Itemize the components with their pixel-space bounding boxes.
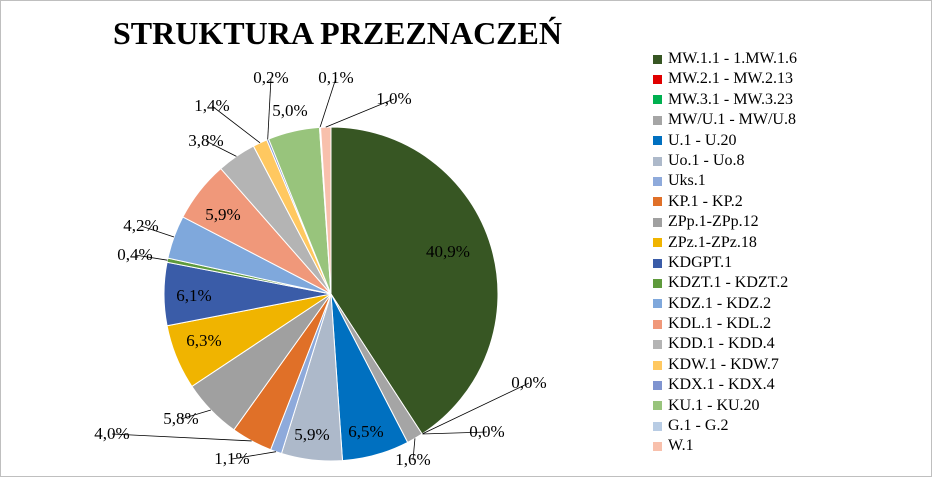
legend-item-uo-1-uo-8: Uo.1 - Uo.8 [653,151,923,171]
legend-swatch [653,177,662,187]
legend-item-kdx-1-kdx-4: KDX.1 - KDX.4 [653,375,923,395]
legend-label: KDGPT.1 [668,253,733,271]
chart-title: STRUKTURA PRZEZNACZEŃ [113,15,562,51]
legend-item-mw-2-1-mw-2-13: MW.2.1 - MW.2.13 [653,69,923,89]
legend-swatch [653,217,662,227]
legend-item-u-1-u-20: U.1 - U.20 [653,131,923,151]
legend-swatch [653,421,662,431]
legend-label: MW.1.1 - 1.MW.1.6 [668,50,798,67]
legend-item-ku-1-ku-20: KU.1 - KU.20 [653,396,923,416]
legend-swatch [653,319,662,329]
legend-label: MW.3.1 - MW.3.23 [668,90,794,108]
data-label-kdz-1-kdz-2: 4,2% [123,216,158,235]
leader-line-mw-u-1-mw-u-8 [412,438,416,461]
legend-item-kdd-1-kdd-4: KDD.1 - KDD.4 [653,334,923,354]
legend-item-kdgpt-1: KDGPT.1 [653,253,923,273]
legend-swatch [653,278,662,288]
legend-label: MW.2.1 - MW.2.13 [668,70,794,88]
data-label-g-1-g-2: 0,1% [318,68,353,87]
data-label-kdl-1-kdl-2: 5,9% [205,205,240,224]
legend-swatch [653,54,662,64]
legend-label: ZPp.1-ZPp.12 [668,213,759,231]
legend-item-kdl-1-kdl-2: KDL.1 - KDL.2 [653,314,923,334]
leader-line-kdx-1-kdx-4 [267,77,272,140]
legend-item-w-1: W.1 [653,436,923,456]
legend-swatch [653,156,662,166]
legend-swatch [653,401,662,411]
legend-swatch [653,258,662,268]
legend-swatch [653,340,662,350]
leader-line-zpp-1-zpp-12 [180,409,212,420]
legend-swatch [653,75,662,85]
legend-label: Uo.1 - Uo.8 [668,151,745,169]
data-label-kdzt-1-kdzt-2: 0,4% [117,245,152,264]
data-label-kdgpt-1: 6,1% [176,286,211,305]
legend-item-mw-3-1-mw-3-23: MW.3.1 - MW.3.23 [653,90,923,110]
leader-line-kp-1-kp-2 [111,433,252,442]
data-label-uo-1-uo-8: 5,9% [294,425,329,444]
legend-label: KP.1 - KP.2 [668,192,743,210]
leader-line-kdw-1-kdw-7 [211,105,261,144]
legend-item-zpz-1-zpz-18: ZPz.1-ZPz.18 [653,233,923,253]
legend-label: MW/U.1 - MW/U.8 [668,111,796,129]
legend-label: G.1 - G.2 [668,417,729,435]
data-label-mw-u-1-mw-u-8: 1,6% [395,450,430,469]
legend-item-kp-1-kp-2: KP.1 - KP.2 [653,192,923,212]
data-label-mw-3-1-mw-3-23: 0,0% [469,422,504,441]
legend-item-mw-1-1-1-mw-1-6: MW.1.1 - 1.MW.1.6 [653,49,923,69]
leader-line-mw-3-1-mw-3-23 [422,431,488,435]
legend-label: KDZ.1 - KDZ.2 [668,294,772,312]
data-label-kdx-1-kdx-4: 0,2% [253,68,288,87]
legend-item-mw-u-1-mw-u-8: MW/U.1 - MW/U.8 [653,110,923,130]
leader-line-kdz-1-kdz-2 [140,225,175,238]
leader-line-mw-2-1-mw-2-13 [421,382,530,435]
legend-label: ZPz.1-ZPz.18 [668,233,757,251]
data-label-mw-2-1-mw-2-13: 0,0% [511,373,546,392]
legend-swatch [653,442,662,452]
legend-swatch [653,136,662,146]
legend-label: KU.1 - KU.20 [668,396,760,414]
legend-label: KDL.1 - KDL.2 [668,315,772,333]
data-label-zpp-1-zpp-12: 5,8% [163,409,198,428]
legend-swatch [653,360,662,370]
legend-label: KDW.1 - KDW.7 [668,355,779,373]
data-label-zpz-1-zpz-18: 6,3% [186,331,221,350]
data-label-kdw-1-kdw-7: 1,4% [194,96,229,115]
data-label-ku-1-ku-20: 5,0% [272,101,307,120]
data-label-uks-1: 1,1% [214,449,249,468]
legend-item-kdz-1-kdz-2: KDZ.1 - KDZ.2 [653,294,923,314]
legend-label: KDD.1 - KDD.4 [668,335,775,353]
leader-line-kdd-1-kdd-4 [205,140,237,157]
legend-swatch [653,238,662,248]
data-label-kdd-1-kdd-4: 3,8% [188,131,223,150]
leader-line-g-1-g-2 [319,77,337,128]
legend-item-uks-1: Uks.1 [653,171,923,191]
legend-item-kdw-1-kdw-7: KDW.1 - KDW.7 [653,355,923,375]
leader-line-w-1 [325,98,395,128]
legend-swatch [653,95,662,105]
data-label-kp-1-kp-2: 4,0% [94,424,129,443]
legend-label: KDX.1 - KDX.4 [668,376,775,394]
leader-line-uks-1 [231,451,277,460]
data-label-mw-1-1-1-mw-1-6: 40,9% [426,242,470,261]
legend-swatch [653,115,662,125]
legend-swatch [653,380,662,390]
legend-item-g-1-g-2: G.1 - G.2 [653,416,923,436]
leader-line-kdzt-1-kdzt-2 [134,254,168,261]
legend-swatch [653,197,662,207]
legend: MW.1.1 - 1.MW.1.6 MW.2.1 - MW.2.13 MW.3.1 … [653,49,923,457]
legend-label: U.1 - U.20 [668,131,737,149]
data-label-u-1-u-20: 6,5% [348,422,383,441]
data-label-w-1: 1,0% [376,89,411,108]
legend-swatch [653,299,662,309]
legend-label: W.1 [668,437,694,455]
legend-label: Uks.1 [668,172,706,190]
legend-item-zpp-1-zpp-12: ZPp.1-ZPp.12 [653,212,923,232]
legend-item-kdzt-1-kdzt-2: KDZT.1 - KDZT.2 [653,273,923,293]
legend-label: KDZT.1 - KDZT.2 [668,274,789,292]
